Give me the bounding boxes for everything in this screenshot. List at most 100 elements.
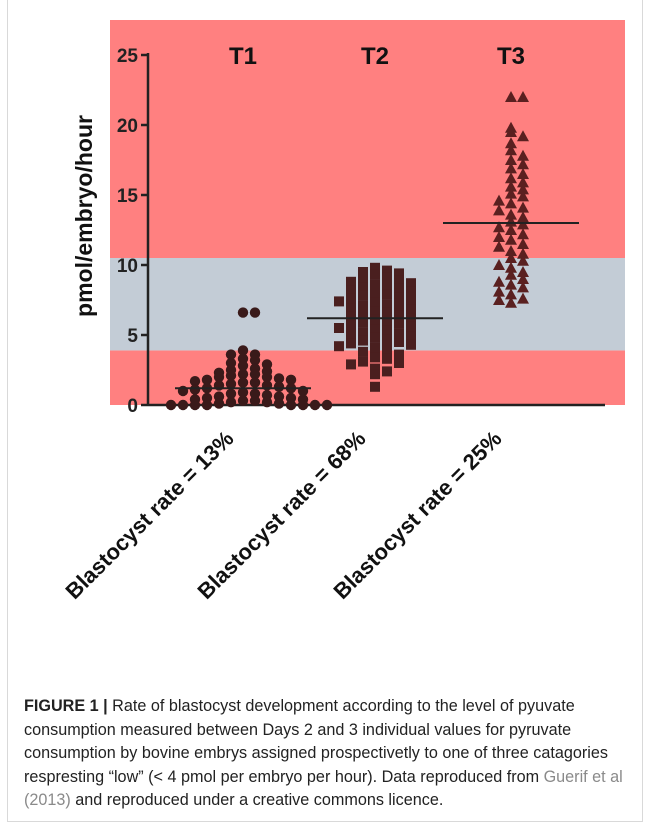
data-point xyxy=(177,399,189,411)
data-point xyxy=(309,399,321,411)
data-point xyxy=(517,228,529,240)
data-point xyxy=(493,285,505,297)
data-point xyxy=(346,338,356,349)
data-point xyxy=(382,353,392,364)
y-tick-label: 20 xyxy=(117,116,138,137)
data-point xyxy=(394,349,404,360)
data-point xyxy=(370,381,380,392)
band-2 xyxy=(110,20,625,258)
data-point xyxy=(493,259,505,270)
data-point xyxy=(505,208,517,220)
data-point xyxy=(382,334,392,345)
data-point xyxy=(493,294,505,305)
data-point xyxy=(505,172,517,184)
data-point xyxy=(382,366,392,377)
data-point xyxy=(517,254,529,266)
data-point xyxy=(382,281,392,291)
data-point xyxy=(505,154,517,165)
data-point xyxy=(493,275,505,287)
data-point xyxy=(517,292,529,304)
data-point xyxy=(261,397,273,408)
data-point xyxy=(358,356,368,367)
data-point xyxy=(189,376,201,387)
data-point xyxy=(505,180,517,192)
data-point xyxy=(517,238,529,249)
data-point xyxy=(346,359,356,370)
data-point xyxy=(406,278,416,289)
data-point xyxy=(225,397,237,408)
data-point xyxy=(249,395,261,406)
data-point xyxy=(493,240,505,252)
data-point xyxy=(505,224,517,235)
data-point xyxy=(505,261,517,273)
data-point xyxy=(358,290,368,301)
category-labels: Blastocyst rate = 13%Blastocyst rate = 6… xyxy=(60,426,506,604)
data-point xyxy=(517,266,529,277)
data-point xyxy=(394,310,404,321)
data-point xyxy=(394,268,404,279)
data-point xyxy=(346,293,356,304)
data-point xyxy=(370,342,380,353)
data-point xyxy=(237,307,249,318)
data-point xyxy=(382,344,392,354)
group-label-t3: T3 xyxy=(497,43,525,70)
data-point xyxy=(358,327,368,338)
data-point xyxy=(517,176,529,188)
data-point xyxy=(334,296,344,307)
data-point xyxy=(517,273,529,284)
data-point xyxy=(517,168,529,179)
data-point xyxy=(273,398,285,409)
data-point xyxy=(370,306,380,317)
data-points xyxy=(165,91,529,411)
axes: 0 5 10 15 20 25 xyxy=(117,46,605,417)
caption-reference-link[interactable]: Guerif et al (2013) xyxy=(24,767,623,810)
data-point xyxy=(370,262,380,273)
data-point xyxy=(346,285,356,296)
scatter-chart: 0 5 10 15 20 25 T1 T2 T3 Blastocyst rate = 13%B… xyxy=(60,20,625,604)
data-point xyxy=(493,231,505,242)
data-point xyxy=(493,204,505,216)
data-point xyxy=(505,288,517,300)
data-point xyxy=(237,345,249,356)
data-point xyxy=(358,274,368,284)
data-point xyxy=(321,399,333,411)
data-point xyxy=(505,252,517,263)
data-point xyxy=(370,324,380,335)
data-point xyxy=(213,398,225,409)
data-point xyxy=(370,363,380,374)
data-point xyxy=(382,289,392,300)
figure-caption: FIGURE 1 | Rate of blastocyst developmen… xyxy=(24,695,630,813)
data-point xyxy=(346,330,356,340)
data-point xyxy=(297,399,309,411)
data-point xyxy=(249,369,261,380)
y-tick-label: 15 xyxy=(117,186,139,207)
data-point xyxy=(394,292,404,303)
data-point xyxy=(382,265,392,276)
data-point xyxy=(382,307,392,318)
data-point xyxy=(505,126,517,137)
data-point xyxy=(334,323,344,333)
group-label-t1: T1 xyxy=(229,43,257,70)
data-point xyxy=(370,332,380,343)
data-point xyxy=(517,247,529,259)
data-point xyxy=(346,320,356,331)
data-point xyxy=(237,395,249,406)
data-point xyxy=(189,399,201,411)
data-point xyxy=(505,91,517,102)
y-tick-label: 5 xyxy=(127,326,138,347)
data-point xyxy=(394,328,404,339)
data-point xyxy=(517,91,529,102)
data-point xyxy=(505,144,517,156)
data-point xyxy=(237,387,249,398)
data-point xyxy=(406,286,416,297)
data-point xyxy=(225,349,237,360)
data-point xyxy=(382,272,392,283)
data-point xyxy=(382,299,392,310)
data-point xyxy=(406,339,416,350)
data-point xyxy=(201,374,213,385)
data-point xyxy=(249,377,261,388)
data-point xyxy=(517,201,529,213)
data-point xyxy=(237,377,249,388)
data-point xyxy=(394,318,404,329)
data-point xyxy=(382,325,392,336)
